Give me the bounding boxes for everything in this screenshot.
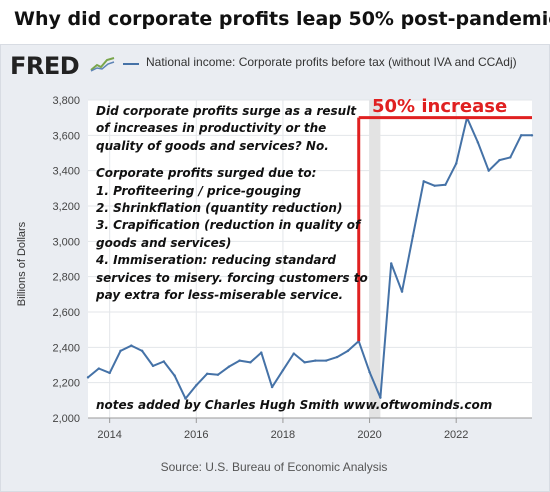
data-point xyxy=(498,158,501,162)
y-tick-label: 3,800 xyxy=(52,95,80,107)
data-point xyxy=(140,349,144,353)
data-point xyxy=(411,234,415,238)
y-tick-label: 2,000 xyxy=(52,413,80,425)
fred-logo[interactable]: FRED xyxy=(10,52,80,80)
data-point xyxy=(422,180,425,183)
data-point xyxy=(530,134,534,137)
increase-label: 50% increase xyxy=(372,96,508,117)
legend-swatch xyxy=(123,63,139,65)
series-line xyxy=(87,116,532,400)
data-point xyxy=(314,359,317,362)
reason-line: 3. Crapification (reduction in quality o… xyxy=(96,218,361,233)
data-point xyxy=(487,169,490,172)
data-point xyxy=(195,384,198,387)
source-note: Source: U.S. Bureau of Economic Analysis xyxy=(160,460,388,474)
x-tick-label: 2022 xyxy=(444,429,468,441)
y-tick-label: 2,400 xyxy=(52,342,80,354)
y-tick-label: 2,200 xyxy=(52,378,80,390)
y-tick-label: 3,400 xyxy=(52,166,80,178)
data-point xyxy=(346,349,350,353)
question-lines: Did corporate profits surge as a result o… xyxy=(96,103,368,155)
reason-line: 1. Profiteering / price-gouging xyxy=(96,183,302,198)
y-axis-ticks: 2,000 2,200 2,400 2,600 2,800 3,000 3,200 3,400… xyxy=(52,95,80,425)
data-point xyxy=(119,349,122,353)
data-point xyxy=(108,371,111,375)
x-tick-label: 2018 xyxy=(271,429,295,441)
data-point xyxy=(519,134,523,137)
fred-sparkline-icon xyxy=(90,57,115,72)
data-point xyxy=(433,184,436,187)
data-point xyxy=(205,372,209,376)
data-point xyxy=(444,183,447,186)
data-point xyxy=(509,156,512,159)
data-point xyxy=(368,370,371,374)
increase-overlay xyxy=(357,116,532,342)
y-tick-label: 3,000 xyxy=(52,236,80,248)
y-axis-label: Billions of Dollars xyxy=(16,221,28,307)
reason-line: goods and services) xyxy=(96,235,232,250)
y-tick-label: 3,600 xyxy=(52,130,80,142)
data-point xyxy=(476,141,480,144)
reason-line: 2. Shrinkflation (quantity reduction) xyxy=(96,201,343,216)
reason-line: services to misery. forcing customers to xyxy=(96,270,368,285)
data-point xyxy=(173,374,176,377)
question-line: of increases in productivity or the xyxy=(96,121,327,136)
reason-line: pay extra for less-miserable service. xyxy=(96,288,344,303)
data-point xyxy=(270,385,274,389)
reason-lines: Corporate profits surged due to: 1. Profi… xyxy=(96,165,368,304)
data-point xyxy=(227,365,230,368)
reason-line: Corporate profits surged due to: xyxy=(96,166,317,181)
data-point xyxy=(184,397,187,400)
recession-band xyxy=(369,100,381,418)
y-tick-label: 2,800 xyxy=(52,272,80,284)
data-point xyxy=(86,376,90,379)
annotation-text: Did corporate profits surge as a result o… xyxy=(96,103,368,304)
x-axis-ticks: 2014 2016 2018 2020 2022 xyxy=(88,417,532,441)
data-point xyxy=(303,361,306,364)
data-point xyxy=(379,396,382,399)
legend-label: National income: Corporate profits befor… xyxy=(146,55,517,69)
data-point xyxy=(216,373,220,376)
data-point xyxy=(400,290,404,293)
question-line: quality of goods and services? No. xyxy=(96,138,329,153)
y-tick-label: 2,600 xyxy=(52,307,80,319)
data-point xyxy=(335,355,339,359)
data-point xyxy=(249,361,252,364)
reason-line: 4. Immiseration: reducing standard xyxy=(96,253,337,268)
recession-shading xyxy=(369,100,381,418)
data-point xyxy=(390,262,393,265)
data-point xyxy=(97,367,101,370)
x-tick-label: 2020 xyxy=(357,429,381,441)
data-point xyxy=(292,352,295,355)
data-point xyxy=(130,344,133,347)
data-point xyxy=(454,162,458,165)
data-point xyxy=(325,359,328,362)
x-tick-label: 2016 xyxy=(184,429,208,441)
data-point xyxy=(162,360,166,363)
question-line: Did corporate profits surge as a result xyxy=(96,104,357,118)
credit-note: notes added by Charles Hugh Smith www.of… xyxy=(96,398,493,412)
data-point xyxy=(238,359,241,362)
x-tick-label: 2014 xyxy=(97,429,121,441)
headline: Why did corporate profits leap 50% post-… xyxy=(14,8,550,30)
data-point xyxy=(151,364,155,368)
y-tick-label: 3,200 xyxy=(52,201,80,213)
data-point xyxy=(260,351,263,354)
data-point xyxy=(281,369,285,372)
